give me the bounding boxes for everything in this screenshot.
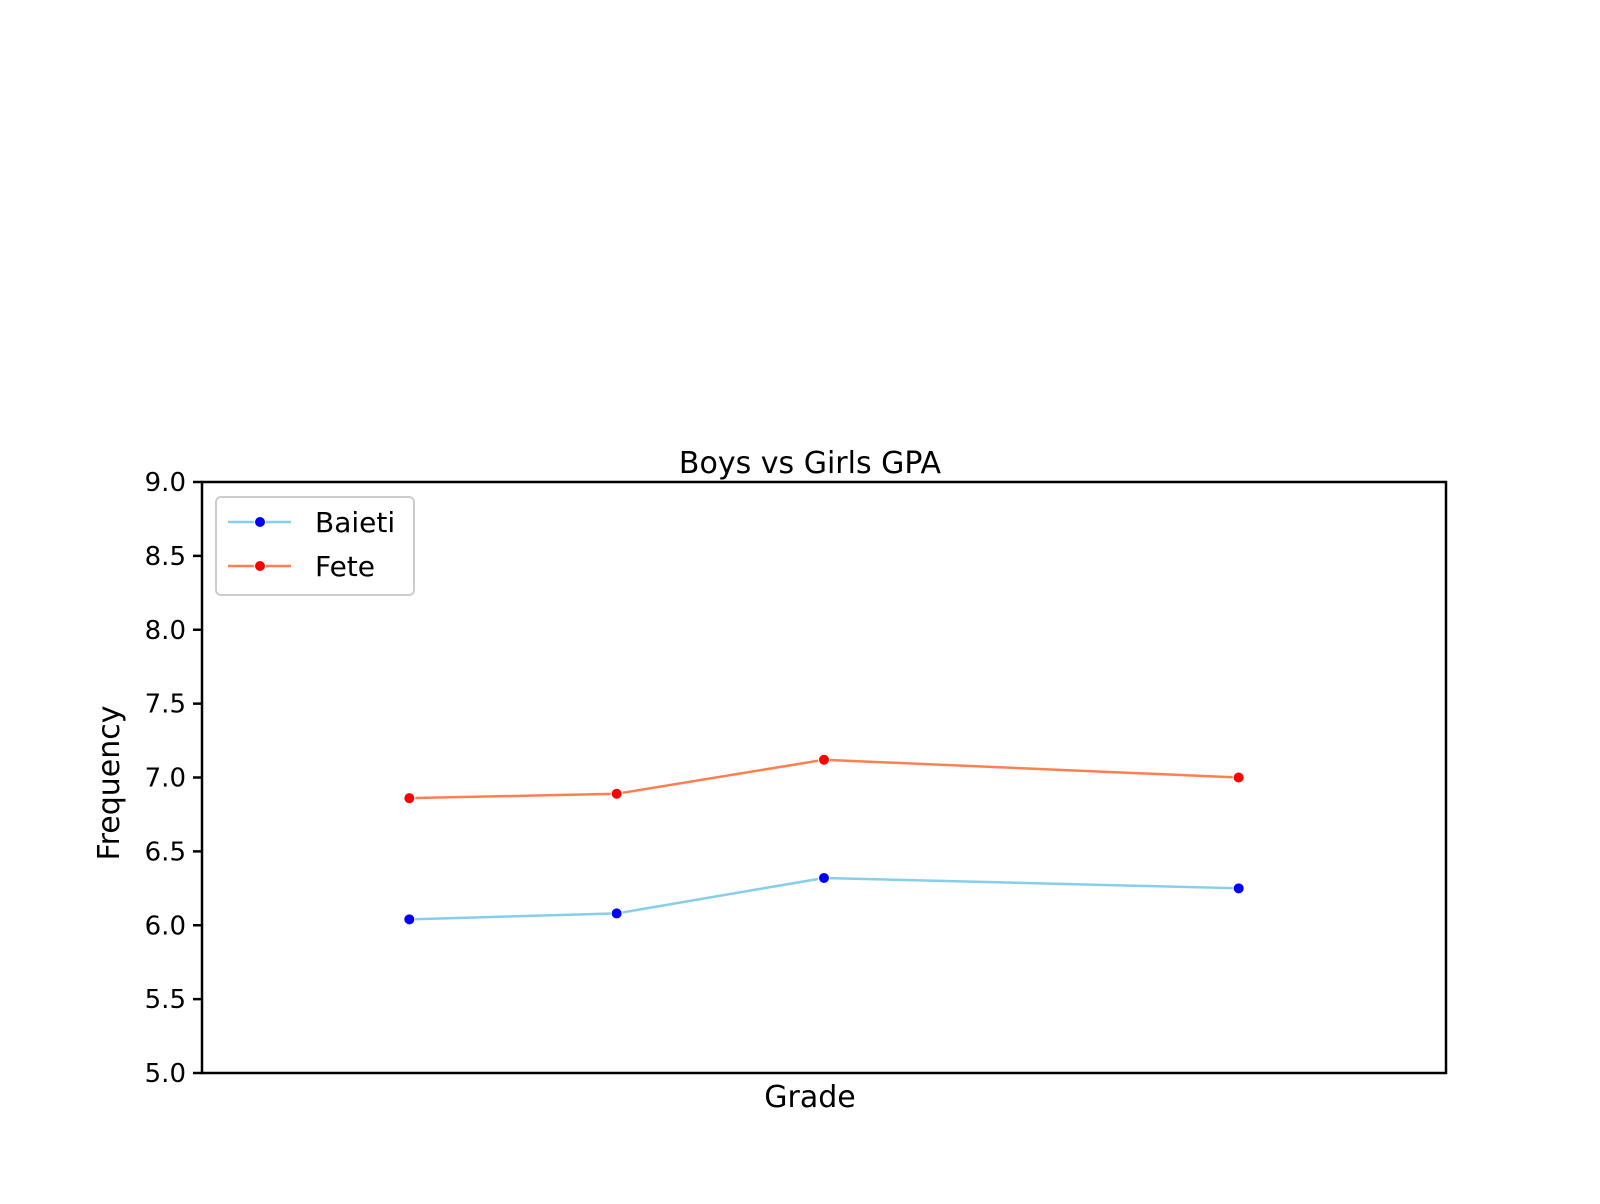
legend: Baieti Fete bbox=[215, 496, 415, 596]
legend-marker-baieti bbox=[254, 516, 266, 528]
y-tick-label: 8.5 bbox=[145, 542, 186, 572]
data-point-baieti bbox=[1232, 882, 1245, 895]
legend-label-baieti: Baieti bbox=[315, 506, 395, 539]
chart-title: Boys vs Girls GPA bbox=[679, 446, 942, 481]
series-line-baieti bbox=[409, 876, 1239, 921]
y-tick-label: 8.0 bbox=[145, 616, 186, 646]
data-point-fete bbox=[403, 792, 416, 805]
series-line-fete bbox=[409, 758, 1239, 800]
x-axis-label: Grade bbox=[764, 1080, 855, 1115]
series-layer bbox=[403, 753, 1245, 926]
data-point-fete bbox=[610, 787, 623, 800]
y-tick-label: 5.5 bbox=[145, 985, 186, 1015]
data-point-fete bbox=[1232, 771, 1245, 784]
data-point-baieti bbox=[610, 907, 623, 920]
y-tick-label: 6.0 bbox=[145, 911, 186, 941]
legend-label-fete: Fete bbox=[315, 550, 375, 583]
data-point-baieti bbox=[818, 871, 830, 884]
plot-frame bbox=[200, 480, 1448, 1075]
y-axis-label: Frequency bbox=[92, 706, 127, 861]
legend-entry-fete: Fete bbox=[228, 550, 375, 583]
y-tick-label: 5.0 bbox=[145, 1059, 186, 1089]
legend-entry-baieti: Baieti bbox=[228, 506, 395, 539]
data-point-baieti bbox=[403, 913, 416, 926]
y-tick-label: 6.5 bbox=[145, 837, 186, 867]
legend-marker-fete bbox=[254, 560, 266, 572]
y-tick-label: 7.5 bbox=[145, 690, 186, 720]
y-tick-label: 9.0 bbox=[145, 468, 186, 498]
y-axis-ticks: 5.0 5.5 6.0 6.5 7.0 7.5 8.0 8.5 9.0 bbox=[145, 468, 202, 1089]
data-point-fete bbox=[818, 753, 830, 766]
y-tick-label: 7.0 bbox=[145, 764, 186, 794]
